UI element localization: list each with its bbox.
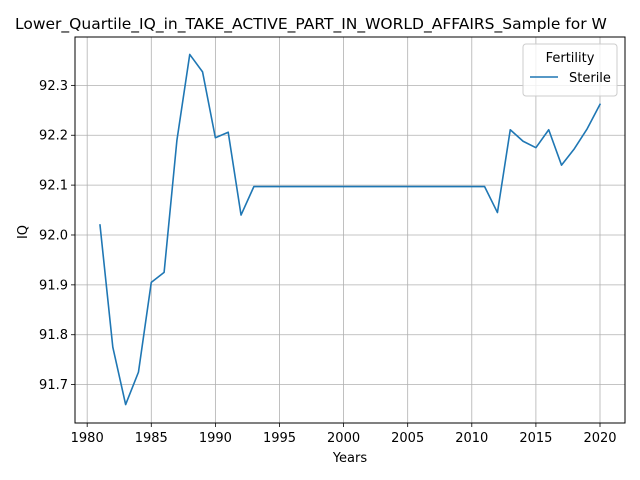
plot-frame [74,36,626,424]
x-tick-label: 2015 [519,431,552,446]
x-tick-label: 2020 [583,431,616,446]
x-tick-label: 2010 [455,431,488,446]
y-tick-label: 92.3 [39,79,68,94]
y-tick-label: 92.2 [39,129,68,144]
legend-box [522,43,618,97]
x-tick-label: 2000 [327,431,360,446]
x-tick-label: 2005 [391,431,424,446]
y-tick-label: 91.7 [39,378,68,393]
x-tick-label: 1985 [135,431,168,446]
legend-title: Fertility [546,51,595,66]
x-tick-label: 1995 [263,431,296,446]
legend: Fertility Sterile [522,43,618,97]
x-tick-label: 1980 [71,431,104,446]
y-axis: 91.7 91.8 91.9 92.0 92.1 92.2 92.3 [39,79,75,393]
legend-entry-sterile: Sterile [569,71,611,86]
x-axis-label: Years [332,451,368,466]
y-tick-label: 91.8 [39,328,68,343]
x-tick-label: 1990 [199,431,232,446]
y-tick-label: 91.9 [39,278,68,293]
y-tick-label: 92.0 [39,228,68,243]
y-axis-label: IQ [16,225,31,239]
series-line-sterile [99,53,602,406]
y-tick-label: 92.1 [39,179,68,194]
grid [75,37,625,423]
x-axis: 1980 1985 1990 1995 2000 2005 2010 2015 2020 [71,423,617,446]
chart-title: Lower_Quartile_IQ_in_TAKE_ACTIVE_PART_IN… [15,15,607,34]
series-layer [99,53,602,406]
